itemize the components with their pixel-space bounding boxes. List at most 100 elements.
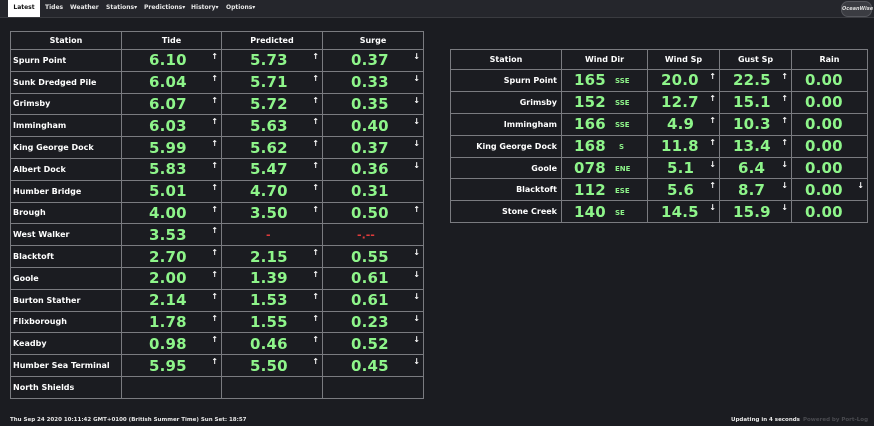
tide-cell: 2.70 ↑ [121,245,222,268]
station-name: Sunk Dredged Pile [10,70,122,94]
surge-value: 0.55 [351,247,389,266]
wind-speed-value: 5.1 [667,159,695,177]
wind-speed-cell: 14.5 ↓ [647,200,720,224]
wind-speed-cell: 5.1 ↓ [647,156,720,180]
nav-stations-menu[interactable]: Stations▾ [106,4,138,11]
wind-dir-value: 166 [574,115,606,134]
wind-dir-value: 168 [574,137,606,156]
trend-arrow-icon: ↑ [709,72,716,81]
wind-dir-cell: 165 SSE [561,69,648,92]
surge-value: 0.23 [351,312,389,331]
predicted-cell: 1.55 ↑ [221,310,323,334]
trend-arrow-icon: ↓ [857,181,864,191]
tide-value: 6.04 [149,73,187,92]
predicted-value: 5.62 [250,138,288,157]
wind-speed-value: 12.7 [661,93,699,112]
station-label: Albert Dock [13,164,66,174]
table-row: Keadby 0.98 ↑ 0.46 ↑ 0.52 ↓ [10,332,424,356]
tide-value: 6.03 [149,116,187,135]
predicted-cell: 0.46 ↑ [221,332,323,356]
wind-speed-value: 4.9 [667,115,695,134]
tide-value: 3.53 [149,225,187,244]
station-label: Burton Stather [13,295,81,305]
station-label: King George Dock [476,141,557,151]
wind-dir-label: SSE [615,121,630,130]
header-rain: Rain [791,49,868,70]
table-row: Albert Dock 5.83 ↑ 5.47 ↑ 0.36 ↓ [10,157,424,181]
predicted-cell [221,375,323,399]
tide-cell: 6.07 ↑ [121,92,222,116]
trend-arrow-icon: ↑ [211,160,218,170]
trend-arrow-icon: ↑ [211,335,218,345]
predicted-value: 5.63 [250,116,288,135]
rain-value: 0.00 [805,159,843,177]
wind-dir-label: ESE [615,187,630,196]
wind-speed-value: 5.6 [667,180,695,199]
trend-arrow-icon: ↑ [413,204,420,214]
nav-weather[interactable]: Weather [70,4,99,11]
tide-cell: 0.98 ↑ [121,332,222,356]
wind-dir-cell: 140 SE [561,200,648,224]
predicted-cell: 5.73 ↑ [221,49,323,72]
wind-dir-cell: 166 SSE [561,112,648,136]
rain-value: 0.00 [805,93,843,112]
table-row: Humber Bridge 5.01 ↑ 4.70 ↑ 0.31 [10,179,424,203]
nav-latest[interactable]: Latest [8,0,40,17]
tide-cell: 3.53 ↑ [121,223,222,247]
trend-arrow-icon: ↑ [312,139,319,149]
predicted-value: 0.46 [250,334,288,353]
trend-arrow-icon: ↑ [709,93,716,103]
rain-value: 0.00 [805,71,843,90]
trend-arrow-icon: ↓ [781,159,788,169]
nav-options-menu[interactable]: Options▾ [226,4,256,11]
table-row: Immingham 6.03 ↑ 5.63 ↑ 0.40 ↓ [10,114,424,138]
table-row: Burton Stather 2.14 ↑ 1.53 ↑ 0.61 ↓ [10,288,424,312]
station-label: Immingham [13,121,67,131]
station-name: Goole [450,156,562,180]
station-name: Goole [10,266,122,290]
tide-cell: 6.03 ↑ [121,114,222,138]
trend-arrow-icon: ↓ [413,269,420,279]
oceanwise-logo[interactable]: OceanWise [841,1,873,17]
trend-arrow-icon: ↑ [312,313,319,323]
predicted-cell: 3.50 ↑ [221,201,323,225]
trend-arrow-icon: ↓ [413,95,420,105]
nav-tides[interactable]: Tides [45,4,64,11]
trend-arrow-icon: ↑ [211,139,218,149]
station-label: Humber Bridge [13,186,82,196]
trend-arrow-icon: ↓ [413,313,420,323]
surge-cell: 0.40 ↓ [322,114,424,138]
trend-arrow-icon: ↑ [211,95,218,105]
wind-dir-cell: 112 ESE [561,178,648,202]
surge-cell: 0.45 ↓ [322,354,424,377]
predicted-value: 3.50 [250,203,288,222]
wind-speed-cell: 4.9 ↑ [647,112,720,136]
station-name: King George Dock [450,134,562,158]
powered-by[interactable]: Powered by Port-Log [803,417,869,423]
station-name: Humber Sea Terminal [10,354,122,377]
trend-arrow-icon: ↑ [211,226,218,236]
tide-value: 5.01 [149,182,187,201]
nav-predictions-menu[interactable]: Predictions▾ [144,4,186,11]
gust-speed-value: 15.1 [733,93,771,112]
trend-arrow-icon: ↓ [413,73,420,83]
station-label: Humber Sea Terminal [13,361,110,371]
station-name: Spurn Point [10,49,122,72]
gust-speed-value: 15.9 [733,202,771,221]
predicted-value: 5.50 [250,356,288,375]
table-row: Goole 2.00 ↑ 1.39 ↑ 0.61 ↓ [10,266,424,290]
timestamp-footer: Thu Sep 24 2020 10:11:42 GMT+0100 (Briti… [10,417,247,423]
wind-dir-value: 140 [574,202,606,221]
table-row: King George Dock 168 S 11.8 ↑ 13.4 ↑ 0.00 [450,134,868,158]
station-name: Spurn Point [450,69,562,92]
rain-value: 0.00 [805,115,843,134]
predicted-cell: - [221,223,323,247]
station-label: Spurn Point [13,55,67,65]
wind-speed-cell: 5.6 ↑ [647,178,720,202]
trend-arrow-icon: ↓ [413,248,420,258]
nav-history-menu[interactable]: History▾ [191,4,219,11]
tide-value: 5.83 [149,160,187,179]
wind-table: Station Wind Dir Wind Sp Gust Sp Rain Sp… [450,49,868,224]
surge-value: 0.40 [351,116,389,135]
table-row: Immingham 166 SSE 4.9 ↑ 10.3 ↑ 0.00 [450,112,868,136]
